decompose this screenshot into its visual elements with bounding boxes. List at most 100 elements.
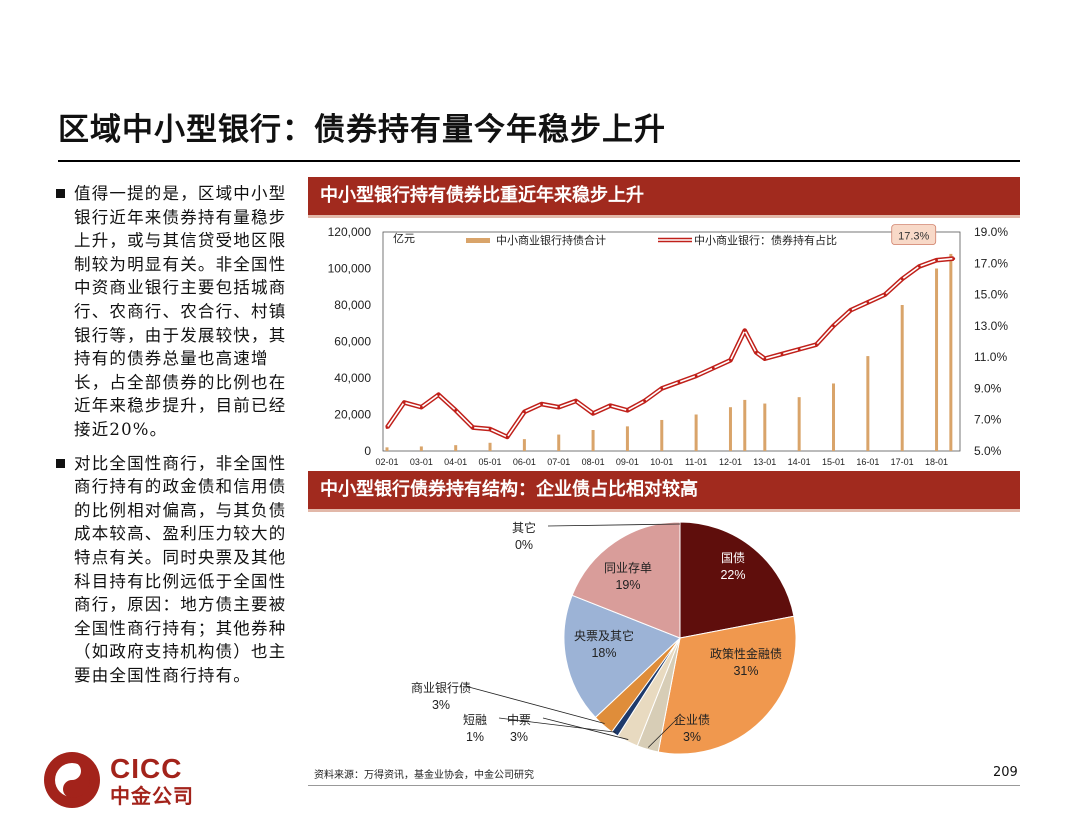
bond-holdings-chart: 0 20,000 40,000 60,000 80,000 100,000 120,000 5… xyxy=(328,224,1008,467)
y-left-tick-label: 40,000 xyxy=(334,371,371,385)
share-line-point xyxy=(711,366,715,370)
source-note: 资料来源：万得资讯，基金业协会，中金公司研究 xyxy=(314,770,534,781)
bar-mark xyxy=(763,403,767,451)
bar-mark xyxy=(694,414,698,451)
y-right-tick-label: 5.0% xyxy=(974,444,1002,458)
x-tick-label: 04-01 xyxy=(444,457,467,467)
bullet-text: 值得一提的是，区域中小型银行近年来债券持有量稳步上升，或与其信贷受地区限制较为明… xyxy=(74,184,287,439)
slice-label: 中票 xyxy=(507,712,531,727)
share-line-point xyxy=(883,293,887,296)
x-tick-label: 07-01 xyxy=(547,457,570,467)
bar-mark xyxy=(522,439,526,451)
slice-value-label: 3% xyxy=(683,730,701,744)
share-line-point xyxy=(540,402,543,406)
share-line-point xyxy=(832,324,835,328)
bar-mark xyxy=(557,434,561,451)
bullet-item: 值得一提的是，区域中小型银行近年来债券持有量稳步上升，或与其信贷受地区限制较为明… xyxy=(52,182,304,442)
slice-value-label: 31% xyxy=(733,664,758,678)
x-tick-label: 14-01 xyxy=(788,457,811,467)
slice-label: 短融 xyxy=(463,713,487,727)
slice-value-label: 1% xyxy=(466,730,484,744)
bullet-square-icon xyxy=(56,189,65,198)
logo-text-en: CICC xyxy=(110,753,183,784)
logo-text-cn: 中金公司 xyxy=(110,784,194,808)
legend-bar-swatch xyxy=(466,238,490,243)
bar-mark xyxy=(625,426,629,451)
bullet-list: 值得一提的是，区域中小型银行近年来债券持有量稳步上升，或与其信贷受地区限制较为明… xyxy=(52,182,304,697)
slice-value-label: 18% xyxy=(591,646,616,660)
bar-mark xyxy=(488,442,492,451)
y-right-tick-label: 9.0% xyxy=(974,381,1002,395)
x-tick-label: 13-01 xyxy=(753,457,776,467)
section-title-bond-structure: 中小型银行债券持有结构：企业债占比相对较高 xyxy=(308,471,1020,512)
share-line-point xyxy=(694,374,698,378)
legend-bar-label: 中小商业银行持债合计 xyxy=(496,233,606,247)
pie-slice xyxy=(563,594,681,719)
share-line-point xyxy=(935,258,938,262)
share-line-point xyxy=(900,277,904,281)
slice-label: 央票及其它 xyxy=(574,628,634,643)
share-line-point xyxy=(454,408,458,412)
share-line-point xyxy=(866,300,870,304)
x-tick-label: 06-01 xyxy=(513,457,536,467)
bar-mark xyxy=(591,430,595,451)
bar-mark xyxy=(728,407,732,451)
bar-mark xyxy=(385,447,389,451)
y-right-tick-label: 11.0% xyxy=(974,350,1007,364)
share-line-point xyxy=(557,405,561,409)
leader-line xyxy=(647,717,679,748)
share-line-point xyxy=(419,405,423,409)
share-line-point xyxy=(677,380,681,384)
page-title: 区域中小型银行：债券持有量今年稳步上升 xyxy=(58,112,666,148)
share-line-point xyxy=(814,343,818,347)
bar-mark xyxy=(454,445,458,451)
share-line-point xyxy=(849,308,853,312)
x-tick-label: 10-01 xyxy=(650,457,673,467)
share-line-point xyxy=(574,399,578,403)
bar-mark xyxy=(935,268,939,451)
x-tick-label: 15-01 xyxy=(822,457,845,467)
slice-label: 政策性金融债 xyxy=(710,646,782,661)
bullet-square-icon xyxy=(56,458,65,468)
y-right-tick-label: 13.0% xyxy=(974,319,1008,333)
share-line-point xyxy=(660,387,664,390)
y-left-tick-label: 80,000 xyxy=(334,298,371,312)
bar-mark xyxy=(866,356,870,451)
slice-value-label: 19% xyxy=(615,578,640,592)
share-line-point xyxy=(437,393,440,397)
x-tick-label: 03-01 xyxy=(410,457,433,467)
y-left-tick-label: 20,000 xyxy=(334,408,371,422)
x-tick-label: 16-01 xyxy=(856,457,879,467)
share-line-point xyxy=(522,410,526,414)
slice-value-label: 22% xyxy=(720,568,745,582)
share-line-point xyxy=(608,404,612,408)
slice-label: 企业债 xyxy=(674,712,710,727)
pie-slice xyxy=(679,521,795,639)
share-line-point xyxy=(780,352,784,356)
x-tick-label: 12-01 xyxy=(719,457,742,467)
share-line-point xyxy=(754,351,758,354)
cicc-logo-icon xyxy=(44,752,100,808)
bar-mark xyxy=(832,383,836,451)
share-line-point xyxy=(402,401,406,404)
share-line-point xyxy=(471,426,475,429)
slice-label: 同业存单 xyxy=(604,561,652,575)
share-line-point xyxy=(763,357,767,361)
slice-value-label: 3% xyxy=(510,730,528,744)
bar-mark xyxy=(949,253,953,451)
y-left-tick-label: 60,000 xyxy=(334,335,371,349)
leader-line xyxy=(464,685,605,724)
share-line-point xyxy=(917,265,921,268)
slice-value-label: 0% xyxy=(515,538,533,552)
y-left-tick-label: 120,000 xyxy=(328,225,372,239)
x-tick-label: 18-01 xyxy=(925,457,948,467)
x-tick-label: 11-01 xyxy=(685,457,707,467)
plot-frame xyxy=(382,231,961,452)
share-line-point xyxy=(952,257,956,260)
share-line-point xyxy=(385,426,389,429)
annotation-box xyxy=(891,224,937,245)
x-tick-label: 08-01 xyxy=(582,457,605,467)
share-line-point xyxy=(729,358,732,362)
leader-line xyxy=(547,523,681,527)
bond-structure-pie-chart: 国债 22% 政策性金融债 31% 企业债 3% 中票 3% 短融 1% 商业银行债 3% 央票及其它 1… xyxy=(411,520,797,755)
